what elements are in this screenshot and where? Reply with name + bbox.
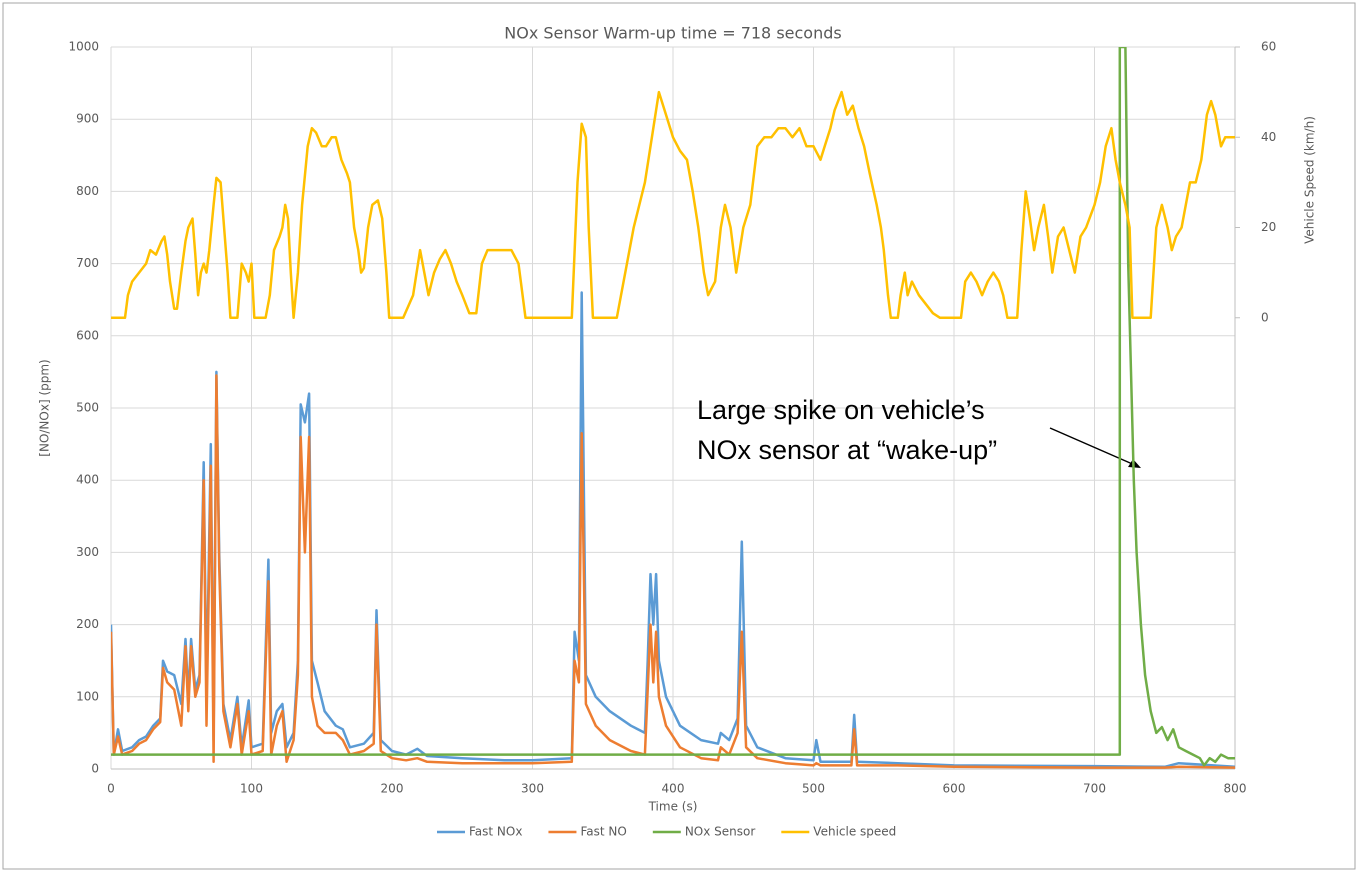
series-line	[111, 90, 1235, 320]
x-tick-label: 400	[662, 782, 685, 796]
y-tick-label: 300	[76, 545, 99, 559]
chart-title: NOx Sensor Warm-up time = 718 seconds	[504, 24, 841, 43]
plot-area	[110, 46, 1236, 770]
legend-label: Fast NO	[580, 825, 626, 839]
x-axis-title: Time (s)	[648, 800, 698, 814]
x-tick-label: 800	[1224, 782, 1247, 796]
x-tick-label: 500	[802, 782, 825, 796]
y2-tick-label: 0	[1261, 310, 1269, 324]
y-tick-label: 100	[76, 689, 99, 703]
legend-label: NOx Sensor	[685, 825, 756, 839]
y2-tick-label: 20	[1261, 220, 1276, 234]
legend-label: Fast NOx	[469, 825, 522, 839]
y-tick-label: 0	[91, 762, 99, 776]
series-line	[111, 47, 1235, 767]
x-tick-label: 700	[1083, 782, 1106, 796]
y-tick-label: 500	[76, 401, 99, 415]
y-tick-label: 800	[76, 184, 99, 198]
series-group	[111, 47, 1235, 769]
annotation-line: NOx sensor at “wake-up”	[697, 435, 997, 465]
x-tick-label: 0	[107, 782, 115, 796]
x-tick-label: 200	[381, 782, 404, 796]
y2-tick-label: 40	[1261, 130, 1276, 144]
y-tick-label: 600	[76, 328, 99, 342]
series-line	[111, 374, 1235, 769]
legend-label: Vehicle speed	[813, 825, 896, 839]
y-axis-title: [NO/NOx] (ppm)	[38, 359, 52, 456]
y-tick-label: 900	[76, 112, 99, 126]
y-tick-label: 400	[76, 473, 99, 487]
x-tick-label: 300	[521, 782, 544, 796]
y2-axis-title: Vehicle Speed (km/h)	[1303, 116, 1317, 244]
y-tick-label: 700	[76, 256, 99, 270]
y-tick-label: 1000	[68, 40, 99, 54]
annotation-line: Large spike on vehicle’s	[697, 395, 985, 425]
annotation-arrow	[1049, 427, 1138, 467]
x-tick-label: 600	[943, 782, 966, 796]
x-tick-label: 100	[240, 782, 263, 796]
y-tick-label: 200	[76, 617, 99, 631]
y2-tick-label: 60	[1261, 40, 1276, 54]
